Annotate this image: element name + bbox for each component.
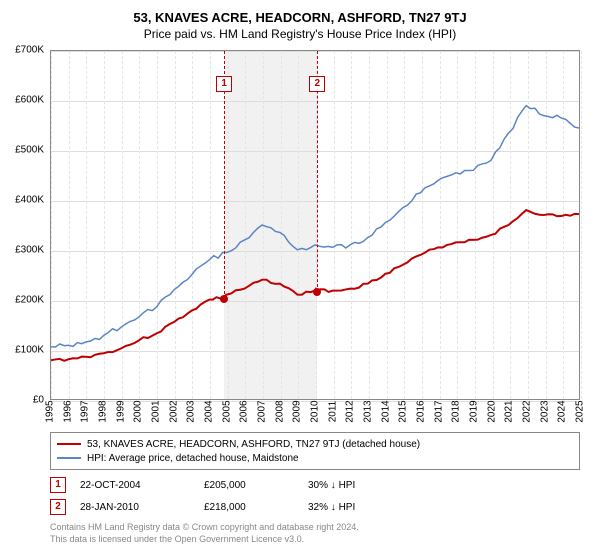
legend-row: 53, KNAVES ACRE, HEADCORN, ASHFORD, TN27…	[57, 437, 573, 451]
marker-dot-1	[220, 295, 228, 303]
x-tick-label: 2023	[539, 400, 550, 422]
footer-line-1: Contains HM Land Registry data © Crown c…	[50, 522, 580, 534]
x-tick-label: 2011	[327, 401, 338, 423]
x-tick-label: 2016	[416, 400, 427, 422]
x-tick-label: 1999	[115, 400, 126, 422]
y-tick-label: £300K	[15, 245, 44, 256]
sale-marker-icon: 2	[50, 499, 66, 515]
legend-label: 53, KNAVES ACRE, HEADCORN, ASHFORD, TN27…	[87, 439, 420, 450]
x-tick-label: 2004	[204, 400, 215, 422]
x-tick-label: 2010	[310, 400, 321, 422]
x-tick-label: 2018	[451, 400, 462, 422]
legend-swatch	[57, 457, 81, 459]
x-tick-label: 2009	[292, 400, 303, 422]
chart-container: 53, KNAVES ACRE, HEADCORN, ASHFORD, TN27…	[0, 0, 600, 560]
x-tick-label: 2002	[168, 400, 179, 422]
x-tick-label: 2007	[257, 400, 268, 422]
legend-swatch	[57, 443, 81, 445]
legend-row: HPI: Average price, detached house, Maid…	[57, 451, 573, 465]
sale-hpi-delta: 32% ↓ HPI	[308, 502, 418, 513]
x-tick-label: 2000	[133, 400, 144, 422]
sale-price: £205,000	[204, 480, 294, 491]
x-tick-label: 1996	[62, 400, 73, 422]
sales-row: 2 28-JAN-2010 £218,000 32% ↓ HPI	[50, 496, 580, 518]
chart-subtitle: Price paid vs. HM Land Registry's House …	[0, 25, 600, 41]
sale-date: 22-OCT-2004	[80, 480, 190, 491]
marker-label-2: 2	[309, 76, 325, 92]
x-tick-label: 2020	[486, 400, 497, 422]
sale-price: £218,000	[204, 502, 294, 513]
legend-label: HPI: Average price, detached house, Maid…	[87, 453, 299, 464]
chart-title: 53, KNAVES ACRE, HEADCORN, ASHFORD, TN27…	[0, 0, 600, 25]
x-tick-label: 2008	[274, 400, 285, 422]
x-tick-label: 2003	[186, 400, 197, 422]
x-tick-label: 2019	[469, 400, 480, 422]
marker-dot-2	[313, 288, 321, 296]
y-tick-label: £100K	[15, 345, 44, 356]
y-tick-label: £400K	[15, 195, 44, 206]
x-tick-label: 2001	[151, 400, 162, 422]
series-hpi	[51, 106, 579, 347]
y-tick-label: £200K	[15, 295, 44, 306]
x-tick-label: 2021	[504, 400, 515, 422]
line-series-svg	[51, 51, 579, 399]
legend: 53, KNAVES ACRE, HEADCORN, ASHFORD, TN27…	[50, 432, 580, 470]
sale-date: 28-JAN-2010	[80, 502, 190, 513]
x-tick-label: 2024	[557, 400, 568, 422]
x-tick-label: 2015	[398, 400, 409, 422]
y-tick-label: £500K	[15, 145, 44, 156]
x-tick-label: 2014	[380, 400, 391, 422]
x-tick-label: 2005	[221, 400, 232, 422]
x-tick-label: 1997	[80, 400, 91, 422]
footer-line-2: This data is licensed under the Open Gov…	[50, 534, 580, 546]
x-tick-label: 1998	[98, 400, 109, 422]
x-tick-label: 1995	[45, 400, 56, 422]
sales-row: 1 22-OCT-2004 £205,000 30% ↓ HPI	[50, 474, 580, 496]
sale-hpi-delta: 30% ↓ HPI	[308, 480, 418, 491]
y-tick-label: £600K	[15, 95, 44, 106]
y-tick-label: £700K	[15, 45, 44, 56]
marker-label-1: 1	[216, 76, 232, 92]
footer-attribution: Contains HM Land Registry data © Crown c…	[50, 522, 580, 545]
plot-region: 12	[50, 50, 580, 400]
x-tick-label: 2025	[575, 400, 586, 422]
x-tick-label: 2013	[363, 400, 374, 422]
y-tick-label: £0	[33, 395, 44, 406]
sales-table: 1 22-OCT-2004 £205,000 30% ↓ HPI 2 28-JAN-201…	[50, 474, 580, 518]
x-tick-label: 2006	[239, 400, 250, 422]
x-tick-label: 2012	[345, 400, 356, 422]
x-tick-label: 2017	[433, 400, 444, 422]
series-price_paid	[51, 210, 579, 361]
chart-area: 12 £0£100K£200K£300K£400K£500K£600K£700K…	[50, 50, 580, 400]
sale-marker-icon: 1	[50, 477, 66, 493]
x-tick-label: 2022	[522, 400, 533, 422]
